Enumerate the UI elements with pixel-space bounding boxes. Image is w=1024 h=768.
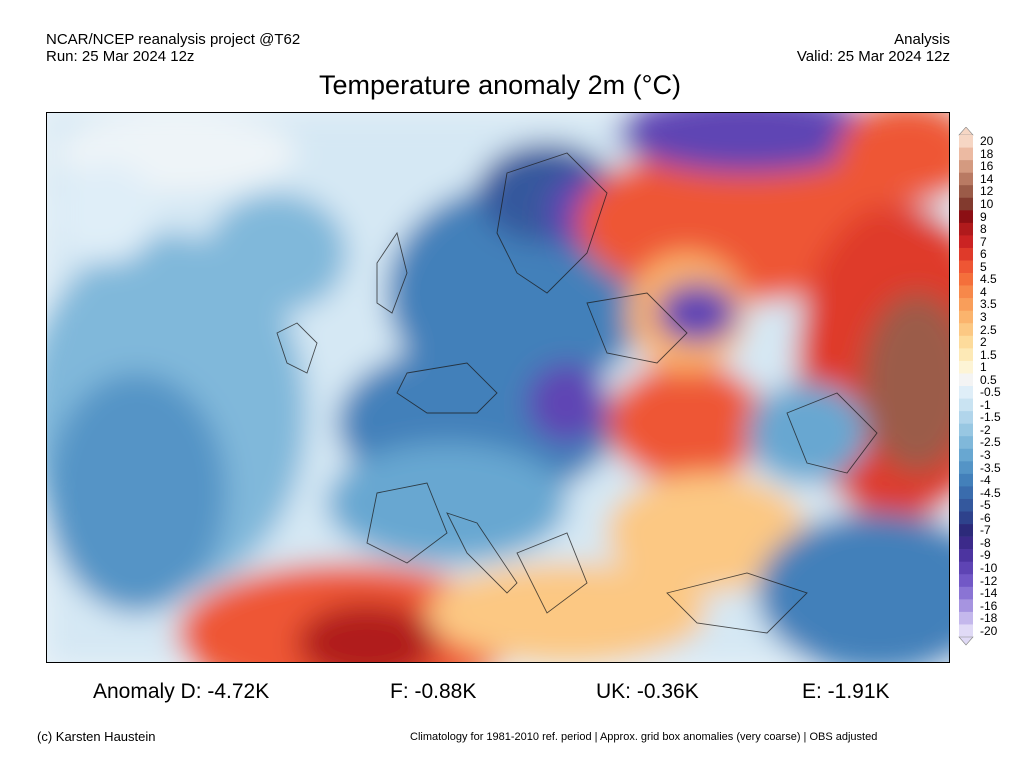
colorbar-tick-label: 4 xyxy=(980,284,987,299)
colorbar-swatches xyxy=(958,127,974,646)
colorbar-swatch xyxy=(959,611,973,625)
colorbar-swatch xyxy=(959,448,973,462)
colorbar-tick-label: 9 xyxy=(980,209,987,224)
colorbar-tick-label: 8 xyxy=(980,222,987,237)
colorbar-swatch xyxy=(959,373,973,387)
colorbar-swatch xyxy=(959,360,973,374)
colorbar-tick-label: -3 xyxy=(980,448,991,463)
colorbar-swatch xyxy=(959,423,973,437)
colorbar-tick-label: 16 xyxy=(980,159,994,174)
colorbar-swatch xyxy=(959,160,973,173)
colorbar-swatch xyxy=(959,235,973,249)
colorbar-swatch xyxy=(959,273,973,286)
colorbar-swatch xyxy=(959,561,973,575)
colorbar-tick-label: -7 xyxy=(980,523,991,538)
colorbar-swatch xyxy=(959,197,973,211)
colorbar-swatch xyxy=(959,461,973,475)
colorbar-tick-label: -0.5 xyxy=(980,385,1001,400)
colorbar-swatch xyxy=(959,398,973,412)
colorbar-swatch xyxy=(959,298,973,311)
colorbar-swatch xyxy=(959,599,973,613)
colorbar-tick-label: -9 xyxy=(980,548,991,563)
colorbar-swatch xyxy=(959,172,973,186)
colorbar-swatch xyxy=(959,260,973,274)
colorbar-swatch xyxy=(959,586,973,600)
anomaly-europe: E: -1.91K xyxy=(802,680,890,703)
colorbar-swatch xyxy=(959,511,973,525)
colorbar-tick-label: 6 xyxy=(980,247,987,262)
colorbar-swatch xyxy=(959,386,973,399)
colorbar-tick-label: -4.5 xyxy=(980,485,1001,500)
colorbar-swatch xyxy=(959,436,973,450)
colorbar-tick-label: -10 xyxy=(980,560,998,575)
colorbar-swatch xyxy=(959,473,973,487)
credit-label: (c) Karsten Haustein xyxy=(37,729,156,744)
mode-label: Analysis xyxy=(894,31,950,48)
note-label: Climatology for 1981-2010 ref. period | … xyxy=(410,731,878,743)
colorbar-tick-label: -1 xyxy=(980,397,991,412)
colorbar-tick-label: 7 xyxy=(980,234,987,249)
colorbar-tick-label: -14 xyxy=(980,586,998,601)
colorbar-swatch xyxy=(959,549,973,562)
anomaly-germany: Anomaly D: -4.72K xyxy=(93,680,270,703)
colorbar-swatch xyxy=(959,323,973,337)
colorbar-swatch xyxy=(959,498,973,512)
colorbar-swatch xyxy=(959,411,973,424)
colorbar-tick-label: 12 xyxy=(980,184,994,199)
colorbar-tick-label: 3.5 xyxy=(980,297,997,312)
colorbar-tick-label: 0.5 xyxy=(980,372,997,387)
colorbar-swatch xyxy=(959,247,973,261)
colorbar-swatch xyxy=(959,524,973,537)
colorbar-tick-label: -8 xyxy=(980,535,991,550)
colorbar-tick-label: -3.5 xyxy=(980,460,1001,475)
colorbar-swatch xyxy=(959,536,973,550)
chart-title: Temperature anomaly 2m (°C) xyxy=(319,70,681,100)
colorbar-tick-label: -2.5 xyxy=(980,435,1001,450)
colorbar-swatch xyxy=(959,310,973,324)
colorbar-tick-label: -4 xyxy=(980,473,991,488)
colorbar-tick-label: -16 xyxy=(980,598,998,613)
anomaly-uk: UK: -0.36K xyxy=(596,680,699,703)
colorbar-tick-label: -12 xyxy=(980,573,998,588)
colorbar-swatch xyxy=(959,574,973,588)
colorbar-tick-label: -5 xyxy=(980,498,991,513)
colorbar-tick-label: 14 xyxy=(980,171,994,186)
colorbar-swatch xyxy=(959,348,973,362)
colorbar-tick-label: 3 xyxy=(980,309,987,324)
valid-label: Valid: 25 Mar 2024 12z xyxy=(796,48,950,65)
colorbar-swatch xyxy=(959,222,973,236)
colorbar-swatch xyxy=(959,147,973,161)
colorbar-tick-label: 1.5 xyxy=(980,347,997,362)
colorbar-tick-label: 18 xyxy=(980,146,994,161)
temperature-anomaly-map xyxy=(46,112,950,663)
colorbar-swatch xyxy=(959,210,973,224)
colorbar-swatch xyxy=(959,185,973,199)
colorbar-swatch xyxy=(959,285,973,299)
colorbar-tick-label: 2.5 xyxy=(980,322,997,337)
anomaly-france: F: -0.88K xyxy=(390,680,477,703)
colorbar-top-arrow xyxy=(958,127,974,136)
colorbar-tick-label: 2 xyxy=(980,335,987,350)
colorbar-tick-label: -6 xyxy=(980,510,991,525)
colorbar-tick-label: 4.5 xyxy=(980,272,997,287)
colorbar-tick-label: -2 xyxy=(980,422,991,437)
colorbar-tick-label: -1.5 xyxy=(980,410,1001,425)
colorbar-tick-label: 5 xyxy=(980,259,987,274)
colorbar-tick-label: 10 xyxy=(980,197,994,212)
colorbar-tick-label: 20 xyxy=(980,134,994,149)
colorbar-tick-label: -18 xyxy=(980,611,998,626)
source-label: NCAR/NCEP reanalysis project @T62 xyxy=(46,31,301,48)
colorbar-swatch xyxy=(959,335,973,349)
colorbar-swatch xyxy=(959,624,973,638)
colorbar-bottom-arrow xyxy=(958,636,974,646)
colorbar-tick-label: 1 xyxy=(980,360,987,375)
colorbar-tick-label: -20 xyxy=(980,623,998,638)
run-label: Run: 25 Mar 2024 12z xyxy=(46,48,195,65)
colorbar-swatch xyxy=(959,135,973,148)
colorbar-swatch xyxy=(959,486,973,500)
